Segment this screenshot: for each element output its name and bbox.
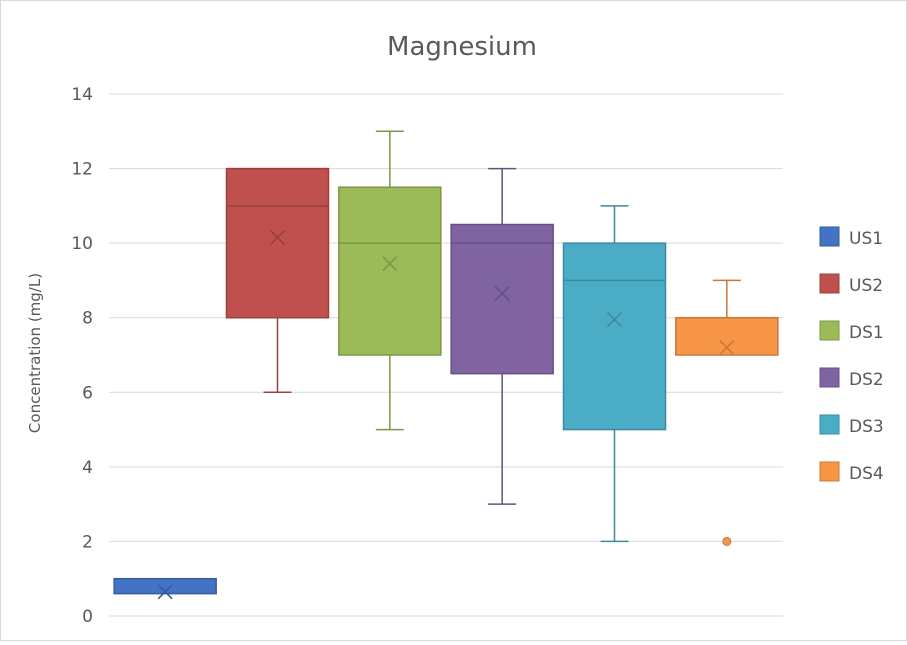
- legend-item-us2: US2: [819, 273, 883, 296]
- y-tick-label: 6: [82, 383, 93, 403]
- box-ds1: [338, 130, 442, 431]
- gridlines: [109, 93, 783, 617]
- box-ds3: [562, 205, 667, 543]
- y-tick-label: 8: [82, 309, 93, 329]
- y-axis-label: Concentration (mg/L): [26, 273, 44, 433]
- legend-swatch: [819, 273, 840, 294]
- legend-label: DS4: [849, 464, 884, 484]
- chart-title: Magnesium: [387, 32, 537, 62]
- legend-label: DS2: [849, 370, 884, 390]
- legend-label: US1: [849, 229, 883, 249]
- mean-marker: [494, 285, 510, 302]
- box-ds2: [450, 167, 554, 505]
- y-tick-label: 2: [82, 532, 93, 552]
- legend-swatch: [819, 320, 840, 341]
- mean-marker: [157, 584, 173, 600]
- y-tick-label: 10: [71, 234, 93, 254]
- box-body: [113, 577, 217, 595]
- box-us2: [225, 167, 330, 394]
- box-us1: [113, 577, 217, 600]
- box-body: [562, 242, 667, 431]
- mean-marker: [269, 229, 286, 246]
- legend: US1 US2 DS1 DS2 DS3 DS4: [819, 226, 884, 484]
- legend-swatch: [819, 226, 840, 247]
- box-body: [675, 316, 779, 356]
- mean-marker: [606, 312, 623, 328]
- legend-item-ds3: DS3: [819, 414, 884, 437]
- legend-item-us1: US1: [819, 226, 883, 249]
- y-tick-label: 0: [82, 607, 93, 627]
- mean-marker: [382, 256, 398, 272]
- legend-item-ds2: DS2: [819, 367, 884, 390]
- box-body: [225, 167, 330, 319]
- y-tick-label: 14: [71, 85, 93, 105]
- legend-label: DS3: [849, 417, 884, 437]
- outlier-point: [722, 536, 732, 546]
- y-axis-ticks: 0 2 4 6 8 10 12 14: [71, 85, 93, 627]
- legend-swatch: [819, 414, 840, 435]
- legend-label: US2: [849, 276, 883, 296]
- legend-label: DS1: [849, 323, 884, 343]
- box-ds4: [675, 279, 779, 546]
- legend-item-ds1: DS1: [819, 320, 884, 343]
- mean-marker: [719, 339, 735, 356]
- boxes: [113, 130, 779, 600]
- box-body: [338, 186, 442, 356]
- legend-swatch: [819, 367, 840, 388]
- box-body: [450, 223, 554, 375]
- y-tick-label: 12: [71, 160, 93, 180]
- legend-swatch: [819, 461, 840, 482]
- y-tick-label: 4: [82, 458, 93, 478]
- legend-item-ds4: DS4: [819, 461, 884, 484]
